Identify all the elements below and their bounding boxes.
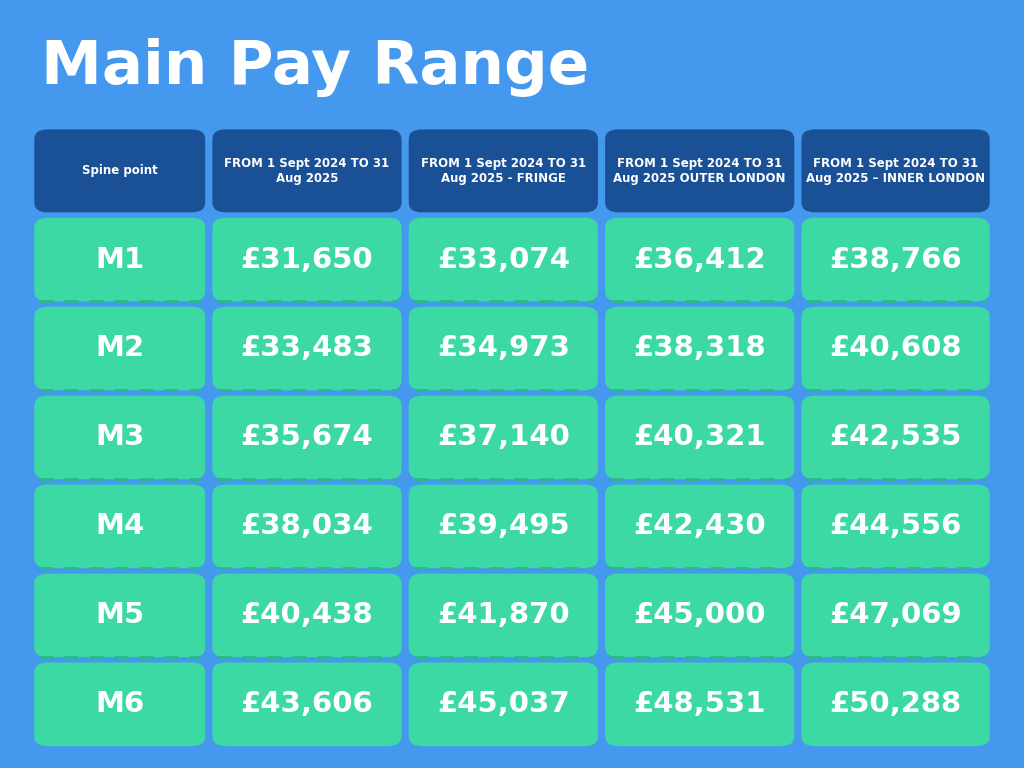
FancyBboxPatch shape: [802, 485, 989, 568]
FancyBboxPatch shape: [212, 130, 401, 213]
Text: M3: M3: [95, 423, 144, 452]
Text: £40,438: £40,438: [241, 601, 374, 629]
Text: £33,074: £33,074: [437, 246, 569, 273]
FancyBboxPatch shape: [802, 663, 989, 746]
FancyBboxPatch shape: [409, 574, 598, 657]
Text: £42,535: £42,535: [829, 423, 962, 452]
Text: £35,674: £35,674: [241, 423, 374, 452]
Text: £38,766: £38,766: [829, 246, 962, 273]
FancyBboxPatch shape: [35, 485, 205, 568]
Text: £41,870: £41,870: [437, 601, 569, 629]
FancyBboxPatch shape: [409, 485, 598, 568]
FancyBboxPatch shape: [802, 218, 989, 301]
Text: M2: M2: [95, 335, 144, 362]
FancyBboxPatch shape: [409, 306, 598, 390]
FancyBboxPatch shape: [35, 218, 205, 301]
Text: FROM 1 Sept 2024 TO 31
Aug 2025: FROM 1 Sept 2024 TO 31 Aug 2025: [224, 157, 389, 185]
FancyBboxPatch shape: [212, 396, 401, 479]
FancyBboxPatch shape: [35, 306, 205, 390]
FancyBboxPatch shape: [35, 396, 205, 479]
Text: £45,037: £45,037: [437, 690, 569, 718]
FancyBboxPatch shape: [605, 218, 795, 301]
Text: £33,483: £33,483: [241, 335, 374, 362]
FancyBboxPatch shape: [409, 663, 598, 746]
FancyBboxPatch shape: [409, 130, 598, 213]
Text: £50,288: £50,288: [829, 690, 962, 718]
Text: M5: M5: [95, 601, 144, 629]
FancyBboxPatch shape: [802, 306, 989, 390]
Text: £47,069: £47,069: [829, 601, 962, 629]
Text: £34,973: £34,973: [437, 335, 569, 362]
FancyBboxPatch shape: [802, 130, 989, 213]
Text: Spine point: Spine point: [82, 164, 158, 177]
Text: £38,034: £38,034: [241, 512, 374, 541]
FancyBboxPatch shape: [605, 663, 795, 746]
Text: £43,606: £43,606: [241, 690, 374, 718]
Text: £31,650: £31,650: [241, 246, 374, 273]
Text: £37,140: £37,140: [437, 423, 569, 452]
FancyBboxPatch shape: [409, 396, 598, 479]
Text: £40,608: £40,608: [829, 335, 962, 362]
FancyBboxPatch shape: [605, 130, 795, 213]
Text: FROM 1 Sept 2024 TO 31
Aug 2025 - FRINGE: FROM 1 Sept 2024 TO 31 Aug 2025 - FRINGE: [421, 157, 586, 185]
FancyBboxPatch shape: [212, 218, 401, 301]
FancyBboxPatch shape: [605, 306, 795, 390]
FancyBboxPatch shape: [35, 130, 205, 213]
FancyBboxPatch shape: [802, 396, 989, 479]
Text: £40,321: £40,321: [634, 423, 766, 452]
Text: £44,556: £44,556: [829, 512, 962, 541]
FancyBboxPatch shape: [802, 574, 989, 657]
Text: £38,318: £38,318: [634, 335, 766, 362]
Text: £39,495: £39,495: [437, 512, 569, 541]
Text: £36,412: £36,412: [634, 246, 766, 273]
Text: FROM 1 Sept 2024 TO 31
Aug 2025 – INNER LONDON: FROM 1 Sept 2024 TO 31 Aug 2025 – INNER …: [806, 157, 985, 185]
FancyBboxPatch shape: [409, 218, 598, 301]
Text: M4: M4: [95, 512, 144, 541]
Text: M1: M1: [95, 246, 144, 273]
Text: M6: M6: [95, 690, 144, 718]
FancyBboxPatch shape: [605, 396, 795, 479]
Text: £48,531: £48,531: [634, 690, 766, 718]
FancyBboxPatch shape: [605, 485, 795, 568]
Text: FROM 1 Sept 2024 TO 31
Aug 2025 OUTER LONDON: FROM 1 Sept 2024 TO 31 Aug 2025 OUTER LO…: [613, 157, 786, 185]
FancyBboxPatch shape: [212, 574, 401, 657]
FancyBboxPatch shape: [35, 574, 205, 657]
FancyBboxPatch shape: [212, 663, 401, 746]
FancyBboxPatch shape: [605, 574, 795, 657]
FancyBboxPatch shape: [35, 663, 205, 746]
Text: £42,430: £42,430: [634, 512, 766, 541]
FancyBboxPatch shape: [212, 485, 401, 568]
Text: Main Pay Range: Main Pay Range: [41, 38, 589, 98]
Text: £45,000: £45,000: [634, 601, 766, 629]
FancyBboxPatch shape: [212, 306, 401, 390]
